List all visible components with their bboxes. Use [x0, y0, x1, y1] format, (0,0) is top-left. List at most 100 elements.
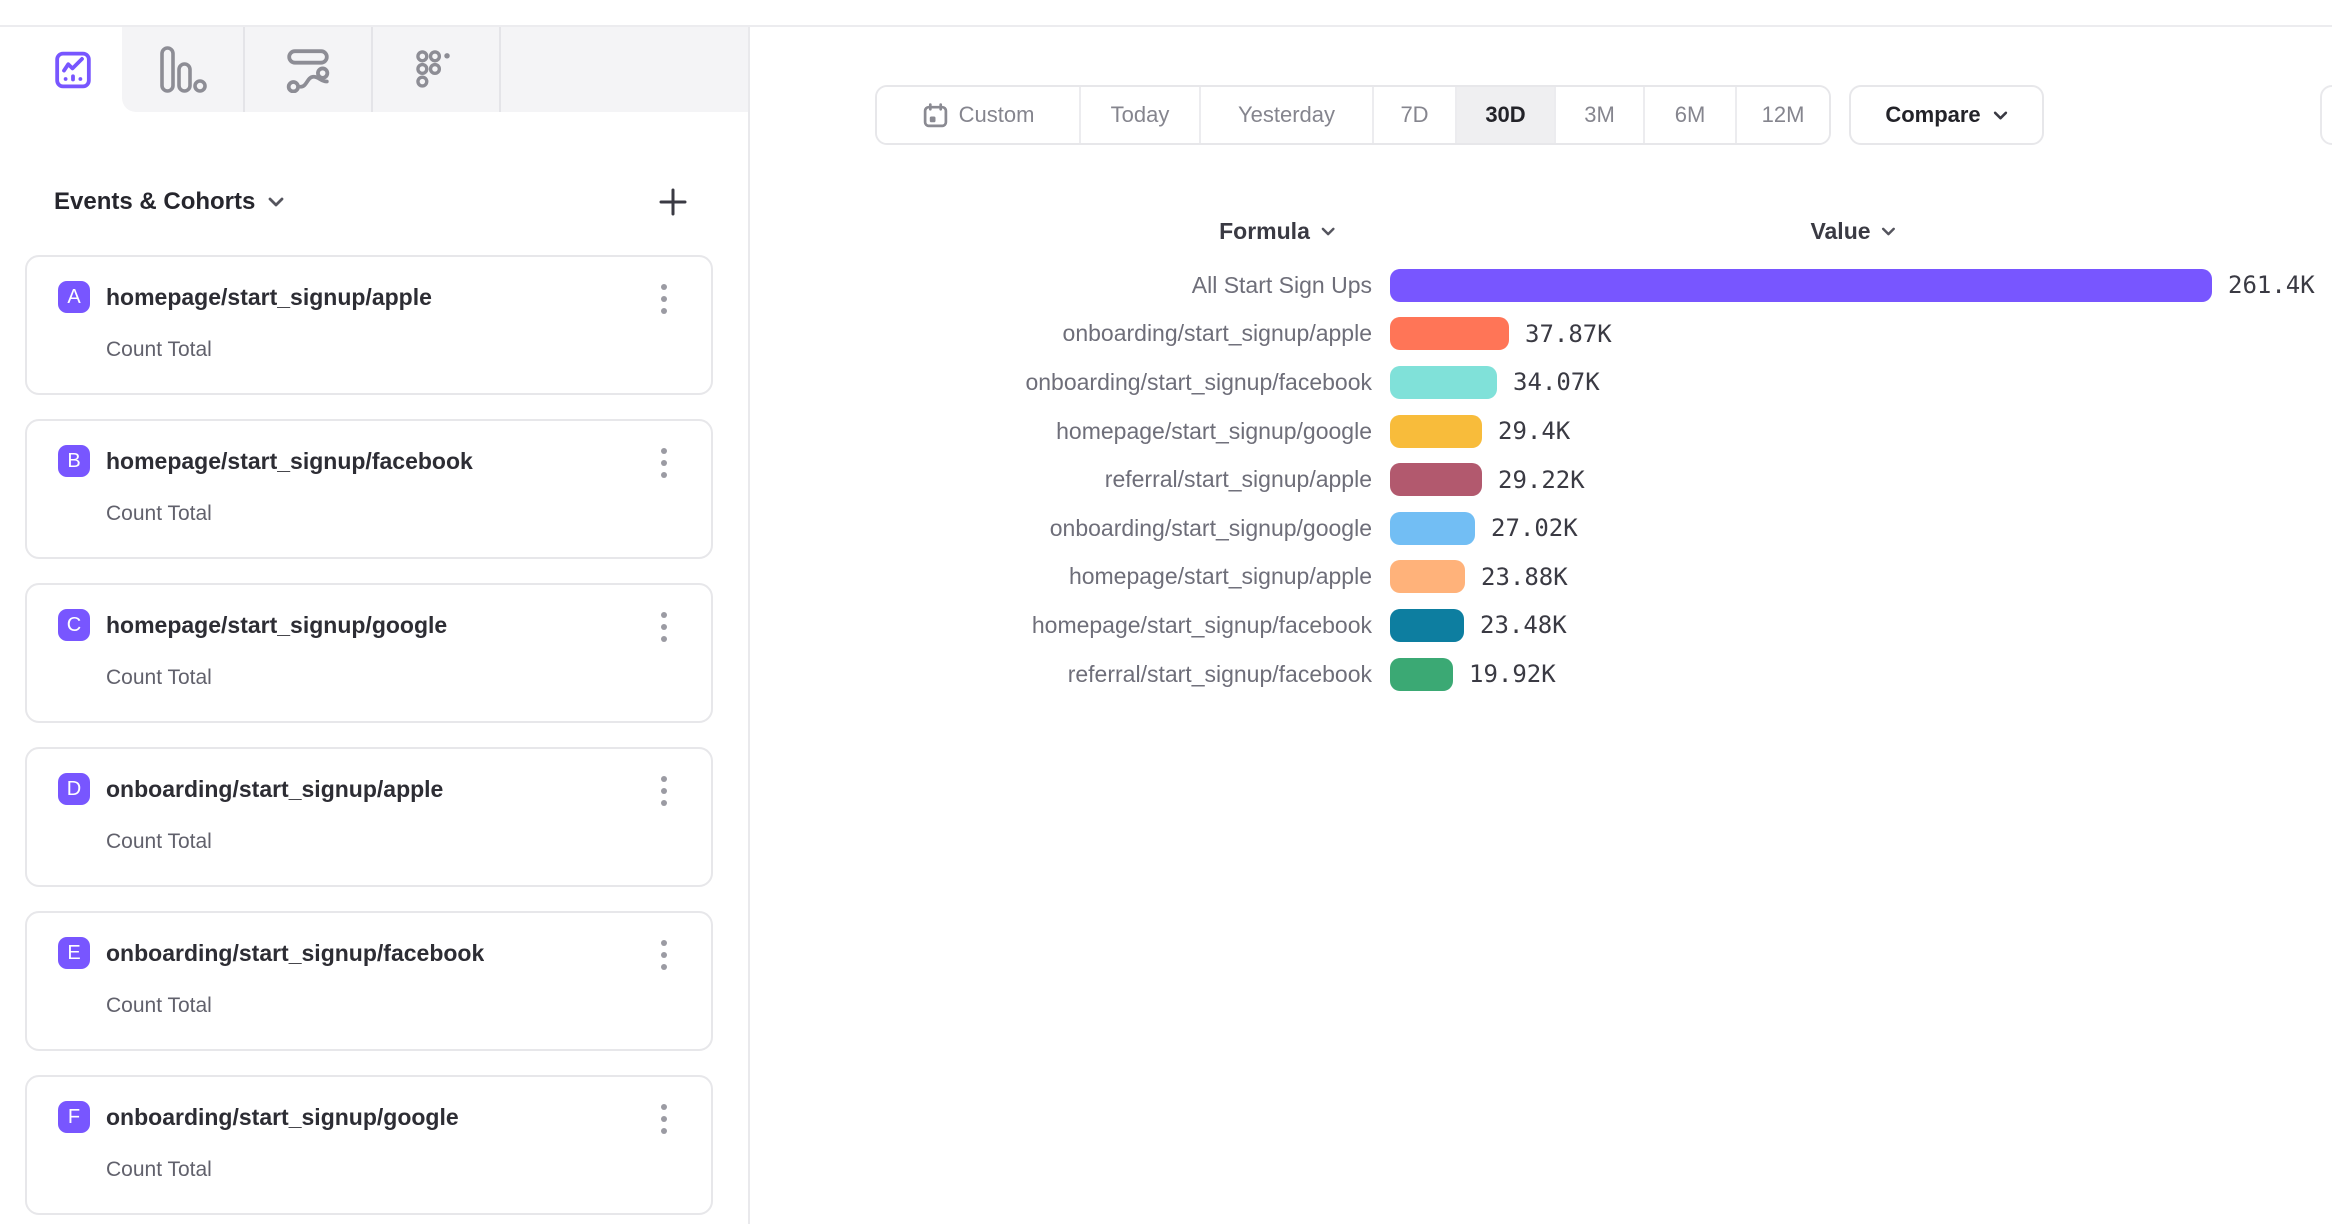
kebab-menu-icon[interactable]: [651, 448, 677, 478]
event-metric-selector[interactable]: Count Total: [106, 830, 212, 853]
date-range-6m[interactable]: 6M: [1643, 87, 1735, 143]
chart-row: referral/start_signup/facebook 19.92K: [752, 650, 2315, 699]
chart-bar-value: 34.07K: [1513, 368, 1600, 397]
event-card[interactable]: B homepage/start_signup/facebook Count T…: [25, 419, 713, 559]
date-range-custom[interactable]: Custom: [877, 87, 1079, 143]
event-card[interactable]: D onboarding/start_signup/apple Count To…: [25, 747, 713, 887]
chart-bar[interactable]: [1390, 657, 1453, 691]
date-range-label: 12M: [1761, 102, 1805, 127]
chevron-down-icon: [1882, 227, 1896, 235]
chart-bar[interactable]: [1390, 414, 1482, 448]
kebab-menu-icon[interactable]: [651, 284, 677, 314]
chart-row: homepage/start_signup/google 29.4K: [752, 407, 2315, 456]
chart-row: All Start Sign Ups 261.4K: [752, 261, 2315, 310]
event-metric-selector[interactable]: Count Total: [106, 1158, 212, 1181]
kebab-menu-icon[interactable]: [651, 776, 677, 806]
date-range-3m[interactable]: 3M: [1554, 87, 1643, 143]
date-range-label: 3M: [1584, 102, 1615, 127]
event-card[interactable]: F onboarding/start_signup/google Count T…: [25, 1075, 713, 1215]
date-toolbar: Custom Today Yesterday 7D 30D 3M 6M 12M …: [875, 85, 2044, 145]
chart-bar[interactable]: [1390, 463, 1482, 497]
chart-row: onboarding/start_signup/facebook 34.07K: [752, 358, 2315, 407]
event-metric-selector[interactable]: Count Total: [106, 502, 212, 525]
chart-bar[interactable]: [1390, 268, 2212, 302]
chart-row-label: homepage/start_signup/apple: [1068, 563, 1372, 590]
funnels-icon: [159, 45, 207, 93]
chart-bar[interactable]: [1390, 511, 1475, 545]
chart-row: homepage/start_signup/apple 23.88K: [752, 553, 2315, 602]
event-name: homepage/start_signup/google: [106, 611, 448, 638]
compare-label: Compare: [1885, 102, 1981, 127]
chart-type-tabstrip: [0, 27, 748, 112]
chart-bar-value: 37.87K: [1525, 319, 1612, 348]
chart-bar[interactable]: [1390, 317, 1509, 351]
date-range-7d[interactable]: 7D: [1372, 87, 1455, 143]
event-card[interactable]: C homepage/start_signup/google Count Tot…: [25, 583, 713, 723]
tab-funnels[interactable]: [122, 27, 245, 112]
events-cohorts-header: Events & Cohorts: [54, 172, 688, 232]
compare-button[interactable]: Compare: [1849, 85, 2044, 145]
chart-bar-value: 29.4K: [1498, 417, 1571, 446]
kebab-menu-icon[interactable]: [651, 612, 677, 642]
event-letter-badge: B: [58, 445, 90, 477]
event-metric-selector[interactable]: Count Total: [106, 994, 212, 1017]
tab-flows[interactable]: [245, 27, 373, 112]
events-cohorts-dropdown[interactable]: Events & Cohorts: [54, 188, 284, 216]
date-range-today[interactable]: Today: [1079, 87, 1199, 143]
event-card[interactable]: E onboarding/start_signup/facebook Count…: [25, 911, 713, 1051]
chart-bar[interactable]: [1390, 365, 1497, 399]
chevron-down-icon: [1993, 111, 2007, 119]
date-range-yesterday[interactable]: Yesterday: [1199, 87, 1372, 143]
event-letter-badge: F: [58, 1101, 90, 1133]
tab-retention[interactable]: [373, 27, 501, 112]
date-range-label: 6M: [1674, 102, 1706, 127]
event-card[interactable]: A homepage/start_signup/apple Count Tota…: [25, 255, 713, 395]
chart-bar-value: 23.48K: [1480, 611, 1567, 640]
formula-header-label: Formula: [1219, 217, 1310, 244]
value-column-header[interactable]: Value: [1810, 204, 1896, 258]
value-header-label: Value: [1810, 217, 1871, 244]
event-name: onboarding/start_signup/google: [106, 1103, 459, 1130]
event-letter-badge: D: [58, 773, 90, 805]
kebab-menu-icon[interactable]: [651, 940, 677, 970]
chart-bar[interactable]: [1390, 608, 1464, 642]
kebab-menu-icon[interactable]: [651, 1104, 677, 1134]
chart-row-label: onboarding/start_signup/facebook: [1025, 368, 1372, 395]
chevron-down-icon: [268, 197, 284, 207]
chart-row-label: homepage/start_signup/facebook: [1031, 611, 1372, 638]
chart-bar-value: 27.02K: [1491, 514, 1578, 543]
chart-row-label: referral/start_signup/apple: [1104, 466, 1372, 493]
event-metric-selector[interactable]: Count Total: [106, 338, 212, 361]
chart-row: onboarding/start_signup/apple 37.87K: [752, 310, 2315, 359]
chart-row-label: homepage/start_signup/google: [1056, 417, 1372, 444]
tab-insights[interactable]: [0, 27, 122, 112]
formula-column-header[interactable]: Formula: [1219, 204, 1335, 258]
event-name: homepage/start_signup/facebook: [106, 447, 473, 474]
event-letter-badge: C: [58, 609, 90, 641]
event-card-list: A homepage/start_signup/apple Count Tota…: [25, 255, 713, 1224]
event-name: homepage/start_signup/apple: [106, 283, 432, 310]
plus-icon: [659, 188, 687, 216]
date-range-control: Custom Today Yesterday 7D 30D 3M 6M 12M: [875, 85, 1831, 145]
chart-row: referral/start_signup/apple 29.22K: [752, 455, 2315, 504]
event-metric-selector[interactable]: Count Total: [106, 666, 212, 689]
date-range-30d[interactable]: 30D: [1455, 87, 1554, 143]
chart-bar-value: 261.4K: [2228, 271, 2315, 300]
chart-row: onboarding/start_signup/google 27.02K: [752, 504, 2315, 553]
date-range-label: Today: [1110, 102, 1170, 127]
chart-column-headers: Formula Value: [752, 204, 2332, 258]
date-range-label: Yesterday: [1237, 102, 1336, 127]
chart-bar-value: 19.92K: [1469, 660, 1556, 689]
date-range-label: 7D: [1400, 102, 1429, 127]
clipped-toolbar-button[interactable]: [2320, 85, 2332, 145]
chart-row: homepage/start_signup/facebook 23.48K: [752, 601, 2315, 650]
date-range-12m[interactable]: 12M: [1735, 87, 1829, 143]
chart-row-label: referral/start_signup/facebook: [1067, 660, 1372, 687]
event-letter-badge: E: [58, 937, 90, 969]
main-panel: Custom Today Yesterday 7D 30D 3M 6M 12M …: [752, 27, 2332, 1224]
chart-bar[interactable]: [1390, 560, 1465, 594]
add-event-button[interactable]: [658, 187, 688, 217]
bar-chart: All Start Sign Ups 261.4K onboarding/sta…: [752, 261, 2315, 698]
top-divider: [0, 25, 2332, 27]
